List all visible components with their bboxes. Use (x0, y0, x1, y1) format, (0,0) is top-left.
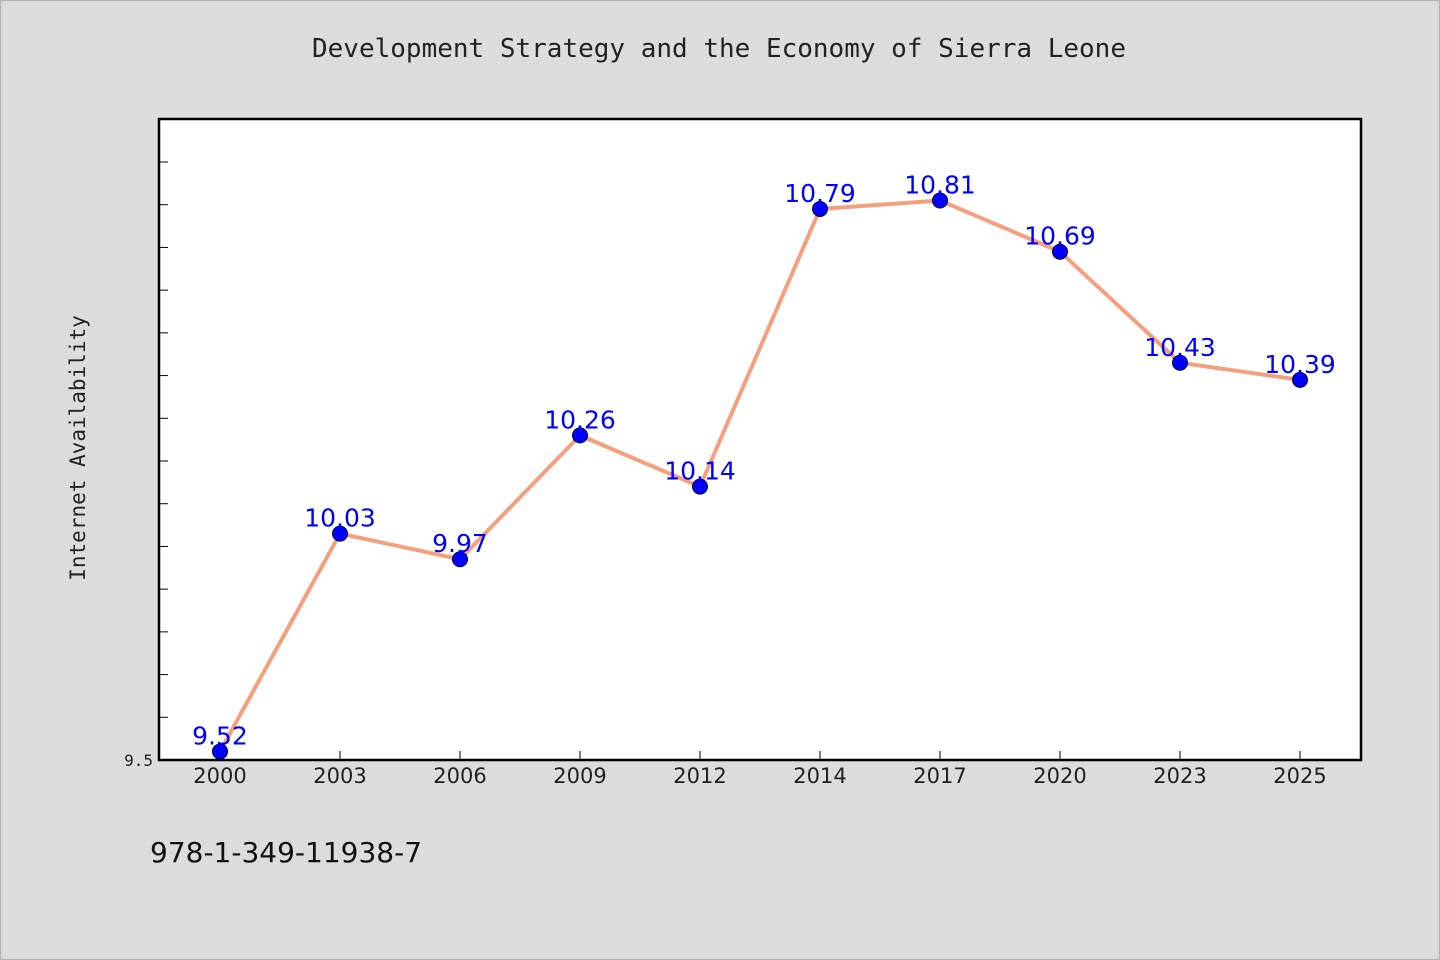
x-tick-label: 2000 (193, 764, 246, 788)
plot-area (157, 117, 1363, 762)
data-point (812, 200, 828, 217)
data-label: 10.43 (1144, 333, 1216, 362)
x-tick-label: 2012 (673, 764, 726, 788)
x-tick-label: 2025 (1273, 764, 1326, 788)
x-tick-label: 2014 (793, 764, 846, 788)
data-point (572, 427, 588, 444)
data-point (1052, 243, 1068, 260)
data-label: 10.14 (664, 457, 736, 486)
x-tick-label: 2006 (433, 764, 486, 788)
data-label: 10.03 (304, 504, 376, 533)
data-point (1292, 371, 1308, 388)
data-label: 10.26 (544, 405, 616, 434)
x-tick-label: 2009 (553, 764, 606, 788)
data-point (932, 192, 948, 209)
data-label: 10.69 (1024, 222, 1096, 251)
data-point (452, 551, 468, 568)
x-tick-label: 2023 (1153, 764, 1206, 788)
data-point (212, 743, 228, 760)
chart-title: Development Strategy and the Economy of … (312, 34, 1126, 64)
data-point (692, 478, 708, 495)
isbn-footer: 978-1-349-11938-7 (150, 836, 423, 869)
data-label: 10.79 (784, 179, 856, 208)
series-line (218, 198, 1302, 754)
data-point (1172, 354, 1188, 371)
data-label: 10.39 (1264, 350, 1336, 379)
x-tick-label: 2017 (913, 764, 966, 788)
data-point (332, 525, 348, 542)
data-label: 10.81 (904, 170, 976, 199)
x-tick-label: 2003 (313, 764, 366, 788)
x-tick-label: 2020 (1033, 764, 1086, 788)
data-label: 9.52 (192, 721, 248, 750)
y-tick-label: 9.5 (124, 751, 153, 770)
data-label: 9.97 (432, 529, 488, 558)
